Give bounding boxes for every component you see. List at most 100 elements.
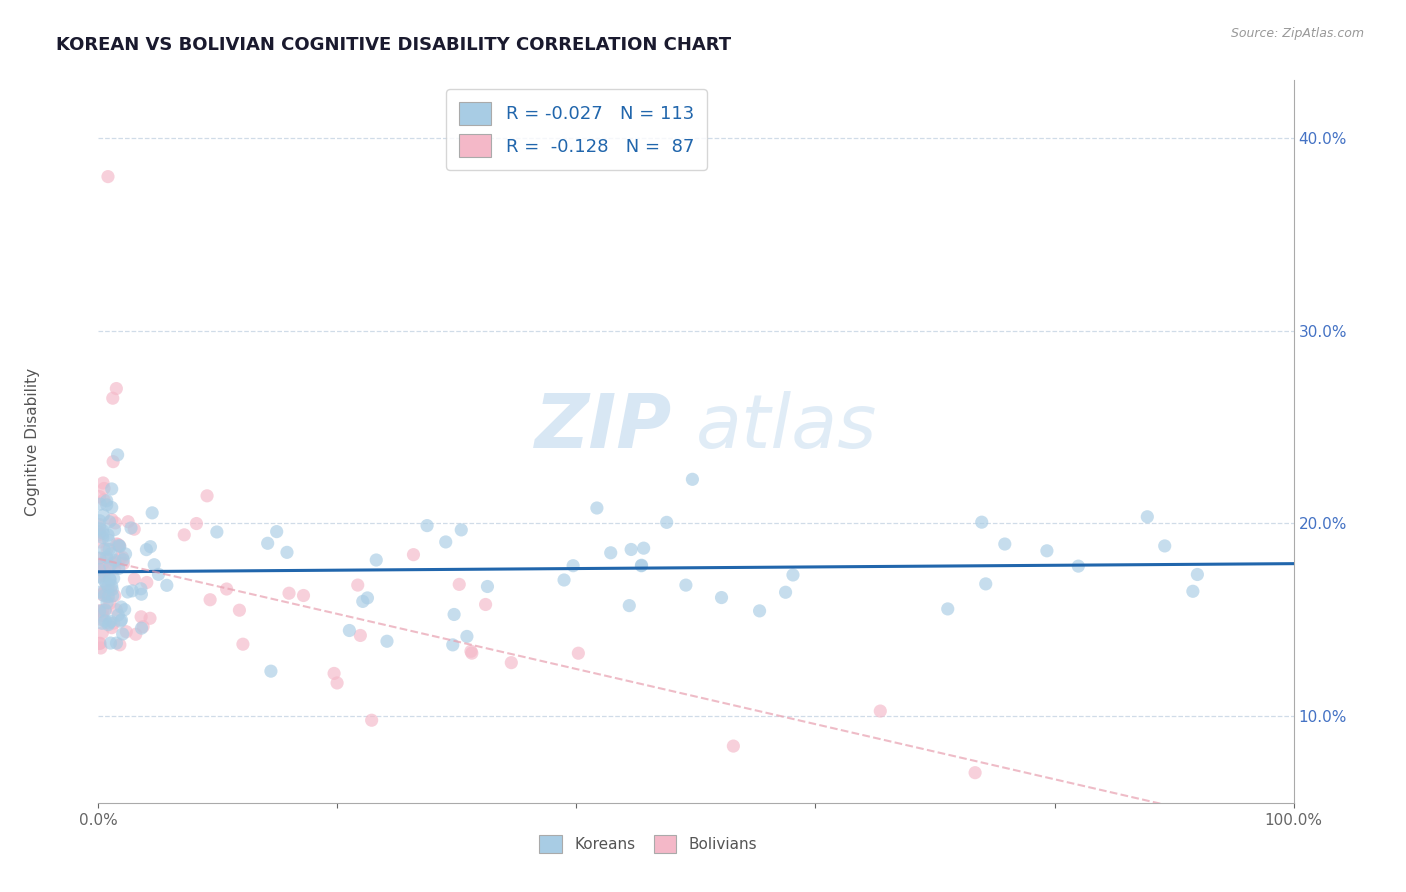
Point <box>89 527 111 541</box>
Point <box>100 636 122 650</box>
Point <box>974 577 997 591</box>
Point <box>97 533 120 548</box>
Point <box>91 556 114 570</box>
Point <box>108 539 131 553</box>
Legend: Koreans, Bolivians: Koreans, Bolivians <box>531 827 765 860</box>
Point <box>620 542 643 557</box>
Point <box>91 524 114 538</box>
Point <box>352 594 374 608</box>
Point <box>96 550 118 565</box>
Point <box>256 536 278 550</box>
Point <box>91 588 114 602</box>
Point <box>461 646 484 660</box>
Point <box>443 607 465 622</box>
Point <box>501 656 523 670</box>
Point <box>337 624 360 638</box>
Point <box>562 558 585 573</box>
Point <box>1153 539 1175 553</box>
Point <box>93 492 115 507</box>
Point <box>103 523 125 537</box>
Point <box>96 590 118 604</box>
Point <box>104 556 127 570</box>
Point <box>89 535 111 549</box>
Point <box>100 621 122 635</box>
Point <box>117 515 139 529</box>
Point <box>111 550 134 565</box>
Point <box>292 589 315 603</box>
Point <box>93 589 115 603</box>
Point <box>1067 559 1090 574</box>
Point <box>346 578 368 592</box>
Point <box>89 604 111 618</box>
Point <box>474 598 496 612</box>
Point <box>567 646 589 660</box>
Point <box>441 638 464 652</box>
Point <box>205 524 228 539</box>
Point <box>710 591 733 605</box>
Point <box>124 572 146 586</box>
Point <box>970 515 993 529</box>
Point <box>101 582 124 597</box>
Point <box>375 634 398 648</box>
Point <box>100 579 122 593</box>
Point <box>112 557 135 571</box>
Point <box>143 558 166 572</box>
Point <box>107 538 129 552</box>
Point <box>198 592 221 607</box>
Point <box>89 569 111 583</box>
Point <box>782 568 804 582</box>
Point <box>90 570 112 584</box>
Point <box>120 521 142 535</box>
Point <box>89 636 111 650</box>
Point <box>129 609 152 624</box>
Point <box>108 539 131 553</box>
Point <box>108 638 131 652</box>
Point <box>97 169 120 184</box>
Point <box>228 603 250 617</box>
Point <box>89 636 111 650</box>
Point <box>107 561 129 575</box>
Point <box>98 542 121 557</box>
Point <box>323 666 346 681</box>
Point <box>105 382 128 396</box>
Point <box>135 542 157 557</box>
Point <box>89 562 111 576</box>
Point <box>96 498 118 512</box>
Point <box>103 616 125 631</box>
Point <box>349 628 371 642</box>
Point <box>994 537 1017 551</box>
Point <box>402 548 425 562</box>
Point <box>91 558 114 572</box>
Point <box>91 564 114 578</box>
Point <box>114 547 136 561</box>
Point <box>115 624 138 639</box>
Point <box>93 542 115 557</box>
Point <box>173 528 195 542</box>
Point <box>107 607 129 622</box>
Point <box>89 490 111 504</box>
Text: atlas: atlas <box>696 391 877 463</box>
Point <box>110 613 132 627</box>
Point <box>129 582 152 596</box>
Point <box>101 513 124 527</box>
Text: Source: ZipAtlas.com: Source: ZipAtlas.com <box>1230 27 1364 40</box>
Point <box>105 537 128 551</box>
Point <box>105 636 128 650</box>
Point <box>103 571 125 585</box>
Point <box>89 551 111 566</box>
Point <box>89 521 111 535</box>
Point <box>96 596 118 610</box>
Point <box>326 676 349 690</box>
Point <box>93 482 115 496</box>
Point <box>97 583 120 598</box>
Point <box>723 739 745 753</box>
Point <box>93 574 115 588</box>
Point <box>122 522 145 536</box>
Point <box>100 500 122 515</box>
Point <box>156 578 179 592</box>
Point <box>619 599 641 613</box>
Point <box>89 604 111 618</box>
Point <box>105 603 128 617</box>
Point <box>98 558 121 573</box>
Point <box>90 640 112 655</box>
